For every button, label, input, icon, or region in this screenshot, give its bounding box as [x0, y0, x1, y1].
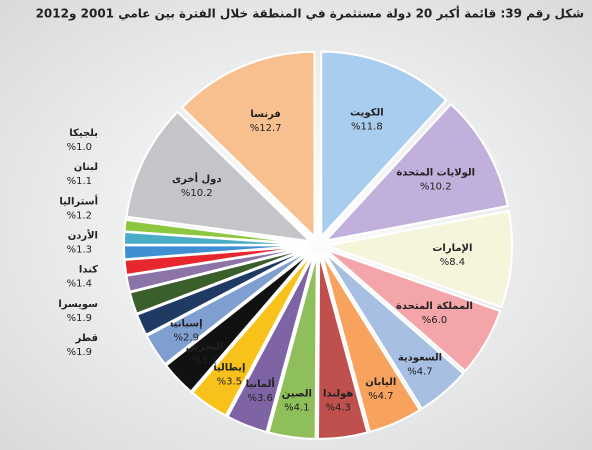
pie-slice	[145, 249, 312, 366]
slice-label: بلجيكا	[69, 128, 98, 139]
pie-slice	[320, 252, 422, 434]
pie-slice	[190, 251, 314, 418]
slice-label: قطر	[74, 333, 98, 344]
value-label: %4.7	[407, 366, 432, 377]
slice-label: دول أخرى	[172, 172, 222, 185]
value-label: %1.3	[67, 245, 92, 256]
slice-label: إسبانيا	[170, 318, 203, 329]
slice-label: هولندا	[323, 389, 353, 400]
pie-slice	[316, 253, 369, 440]
pie-slice	[226, 252, 316, 434]
value-label: %1.9	[67, 313, 92, 324]
slice-label: البحرين	[186, 342, 223, 353]
slice-label: أستراليا	[59, 194, 98, 207]
pie-slice	[164, 250, 313, 393]
value-label: %11.8	[351, 121, 383, 132]
pie-slice	[180, 50, 316, 240]
value-label: %3.5	[217, 377, 242, 388]
pie-slice	[123, 218, 310, 246]
slice-label: لبنان	[74, 162, 98, 173]
slice-label: الأردن	[68, 229, 98, 242]
slice-label: فرنسا	[250, 109, 280, 120]
pie-slice	[323, 102, 509, 243]
value-label: %2.9	[174, 332, 199, 343]
value-label: %3.6	[248, 393, 273, 404]
value-label: %8.4	[440, 257, 465, 268]
value-label: %1.1	[67, 176, 92, 187]
pie-slice	[135, 247, 311, 337]
pie-slice	[320, 50, 448, 240]
pie-slice	[322, 251, 465, 411]
slice-label: كندا	[79, 265, 98, 276]
value-label: %1.4	[67, 279, 92, 290]
pie-slice	[125, 110, 313, 243]
slice-label: الإمارات	[432, 243, 472, 254]
slice-label: المملكة المتحدة	[396, 301, 473, 312]
slice-label: سويسرا	[58, 299, 98, 310]
pie-slice	[323, 209, 513, 309]
slice-label: السعودية	[398, 352, 442, 363]
chart-title: شكل رقم 39: قائمة أكبر 20 دولة مستثمرة ف…	[36, 6, 584, 22]
slice-label: اليابان	[365, 377, 396, 388]
value-label: %6.0	[422, 315, 447, 326]
slice-label: ألمانيا	[246, 377, 275, 390]
pie-slice	[325, 248, 502, 373]
value-label: %3.1	[192, 356, 217, 367]
value-label: %4.1	[284, 403, 309, 414]
slice-label: الكويت	[350, 107, 384, 118]
value-label: %1.0	[67, 142, 92, 153]
value-label: %4.3	[325, 403, 350, 414]
value-label: %12.7	[250, 123, 282, 134]
pie-slice	[267, 253, 318, 440]
slice-label: إيطاليا	[213, 363, 245, 374]
slice-label: الصين	[282, 389, 312, 400]
value-label: %10.2	[420, 181, 452, 192]
value-label: %1.2	[67, 210, 92, 221]
value-label: %4.7	[368, 391, 393, 402]
slice-label: الولايات المتحدة	[396, 167, 475, 178]
value-label: %1.9	[67, 347, 92, 358]
value-label: %10.2	[181, 188, 213, 199]
